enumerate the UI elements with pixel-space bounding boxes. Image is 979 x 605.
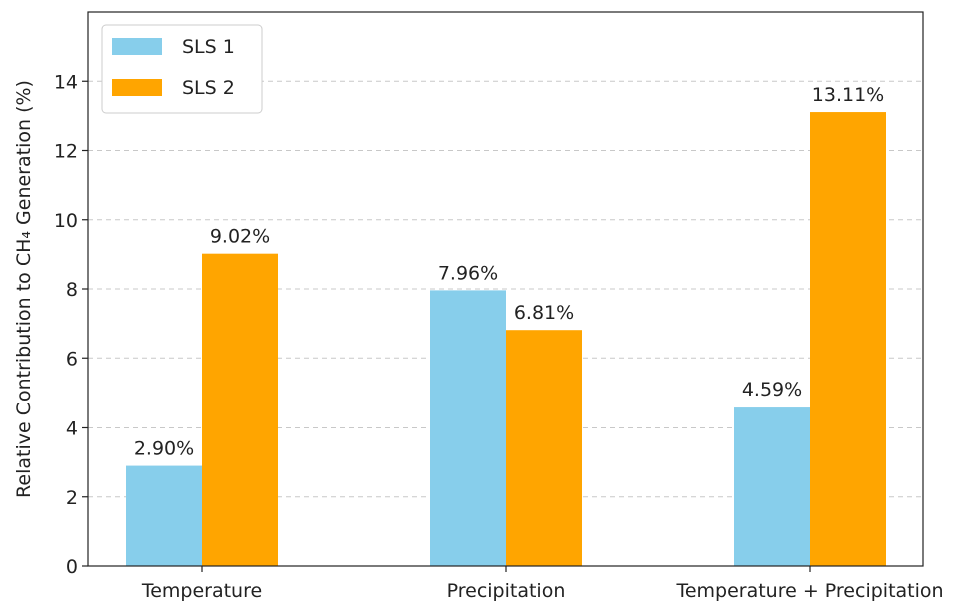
data-label: 13.11%	[812, 84, 884, 106]
data-label: 6.81%	[514, 302, 574, 324]
x-tick-label: Precipitation	[447, 580, 566, 602]
legend-label: SLS 1	[182, 36, 235, 58]
y-tick-label: 8	[66, 279, 78, 301]
legend: SLS 1 SLS 2	[101, 24, 263, 114]
bar	[810, 112, 886, 566]
y-tick-label: 10	[54, 210, 78, 232]
y-tick-label: 12	[54, 141, 78, 163]
x-axis: Temperature Precipitation Temperature + Pr…	[141, 566, 944, 602]
y-tick-label: 4	[66, 418, 78, 440]
legend-swatch	[112, 79, 162, 96]
bar	[734, 407, 810, 566]
y-tick-label: 6	[66, 348, 78, 370]
data-label: 4.59%	[742, 379, 802, 401]
legend-swatch	[112, 38, 162, 55]
bar	[126, 465, 202, 566]
y-tick-label: 0	[66, 556, 78, 578]
bar	[430, 290, 506, 566]
bar	[202, 253, 278, 566]
y-axis-label: Relative Contribution to CH₄ Generation …	[13, 80, 35, 498]
bars-layer	[126, 112, 886, 566]
x-tick-label: Temperature + Precipitation	[675, 580, 943, 602]
x-tick-label: Temperature	[141, 580, 262, 602]
legend-label: SLS 2	[182, 77, 235, 99]
y-tick-label: 14	[54, 71, 78, 93]
data-label: 7.96%	[438, 262, 498, 284]
data-label: 2.90%	[134, 438, 194, 460]
y-tick-label: 2	[66, 487, 78, 509]
data-label: 9.02%	[210, 226, 270, 248]
data-labels-layer: 2.90% 9.02% 7.96% 6.81% 4.59% 13.11%	[134, 84, 884, 460]
y-axis: 0 2 4 6 8 10 12 14	[54, 71, 88, 578]
bar	[506, 330, 582, 566]
